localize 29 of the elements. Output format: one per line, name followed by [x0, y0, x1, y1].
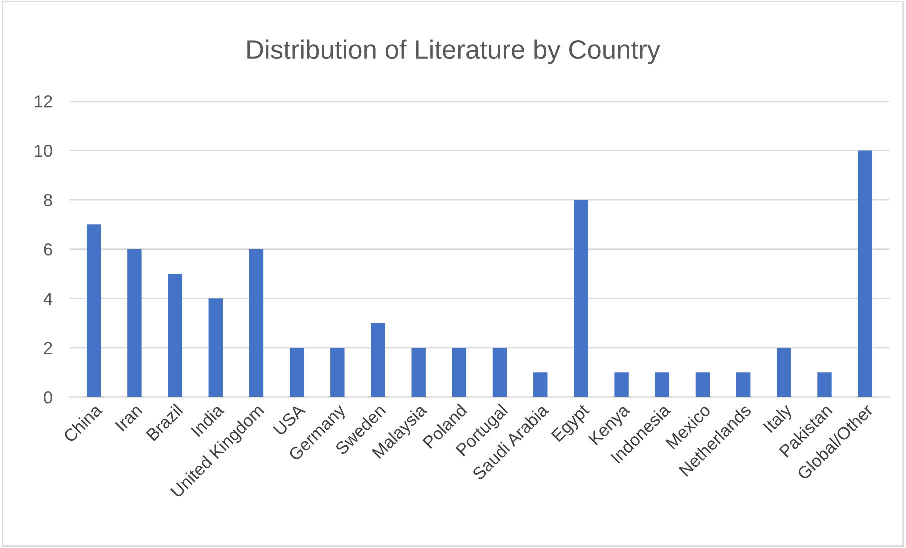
bar — [128, 249, 142, 398]
bar — [492, 348, 508, 398]
y-tick-label: 0 — [44, 391, 52, 404]
y-tick-label: 8 — [44, 194, 52, 206]
y-tick-label: 4 — [44, 293, 53, 305]
bar — [614, 372, 629, 398]
bar — [168, 274, 182, 398]
y-tick-label: 6 — [44, 244, 52, 256]
y-tick-label: 10 — [35, 144, 52, 158]
bar — [736, 372, 751, 398]
bar — [777, 348, 792, 398]
bar — [574, 200, 588, 398]
bar — [87, 224, 102, 398]
bar — [655, 372, 670, 398]
bar — [371, 323, 386, 398]
bar — [452, 348, 467, 398]
x-tick-label: Iran — [115, 404, 143, 432]
y-tick-label: 12 — [35, 96, 52, 108]
bar — [534, 372, 548, 398]
bar — [858, 150, 872, 398]
bar — [818, 372, 832, 398]
bar — [249, 249, 264, 398]
chart-title: Distribution of Literature by Country — [248, 40, 661, 64]
bar — [330, 348, 345, 398]
bar — [412, 348, 426, 398]
bar — [208, 298, 223, 398]
y-tick-label: 2 — [44, 342, 52, 354]
bar — [290, 348, 304, 398]
bar — [696, 372, 710, 398]
